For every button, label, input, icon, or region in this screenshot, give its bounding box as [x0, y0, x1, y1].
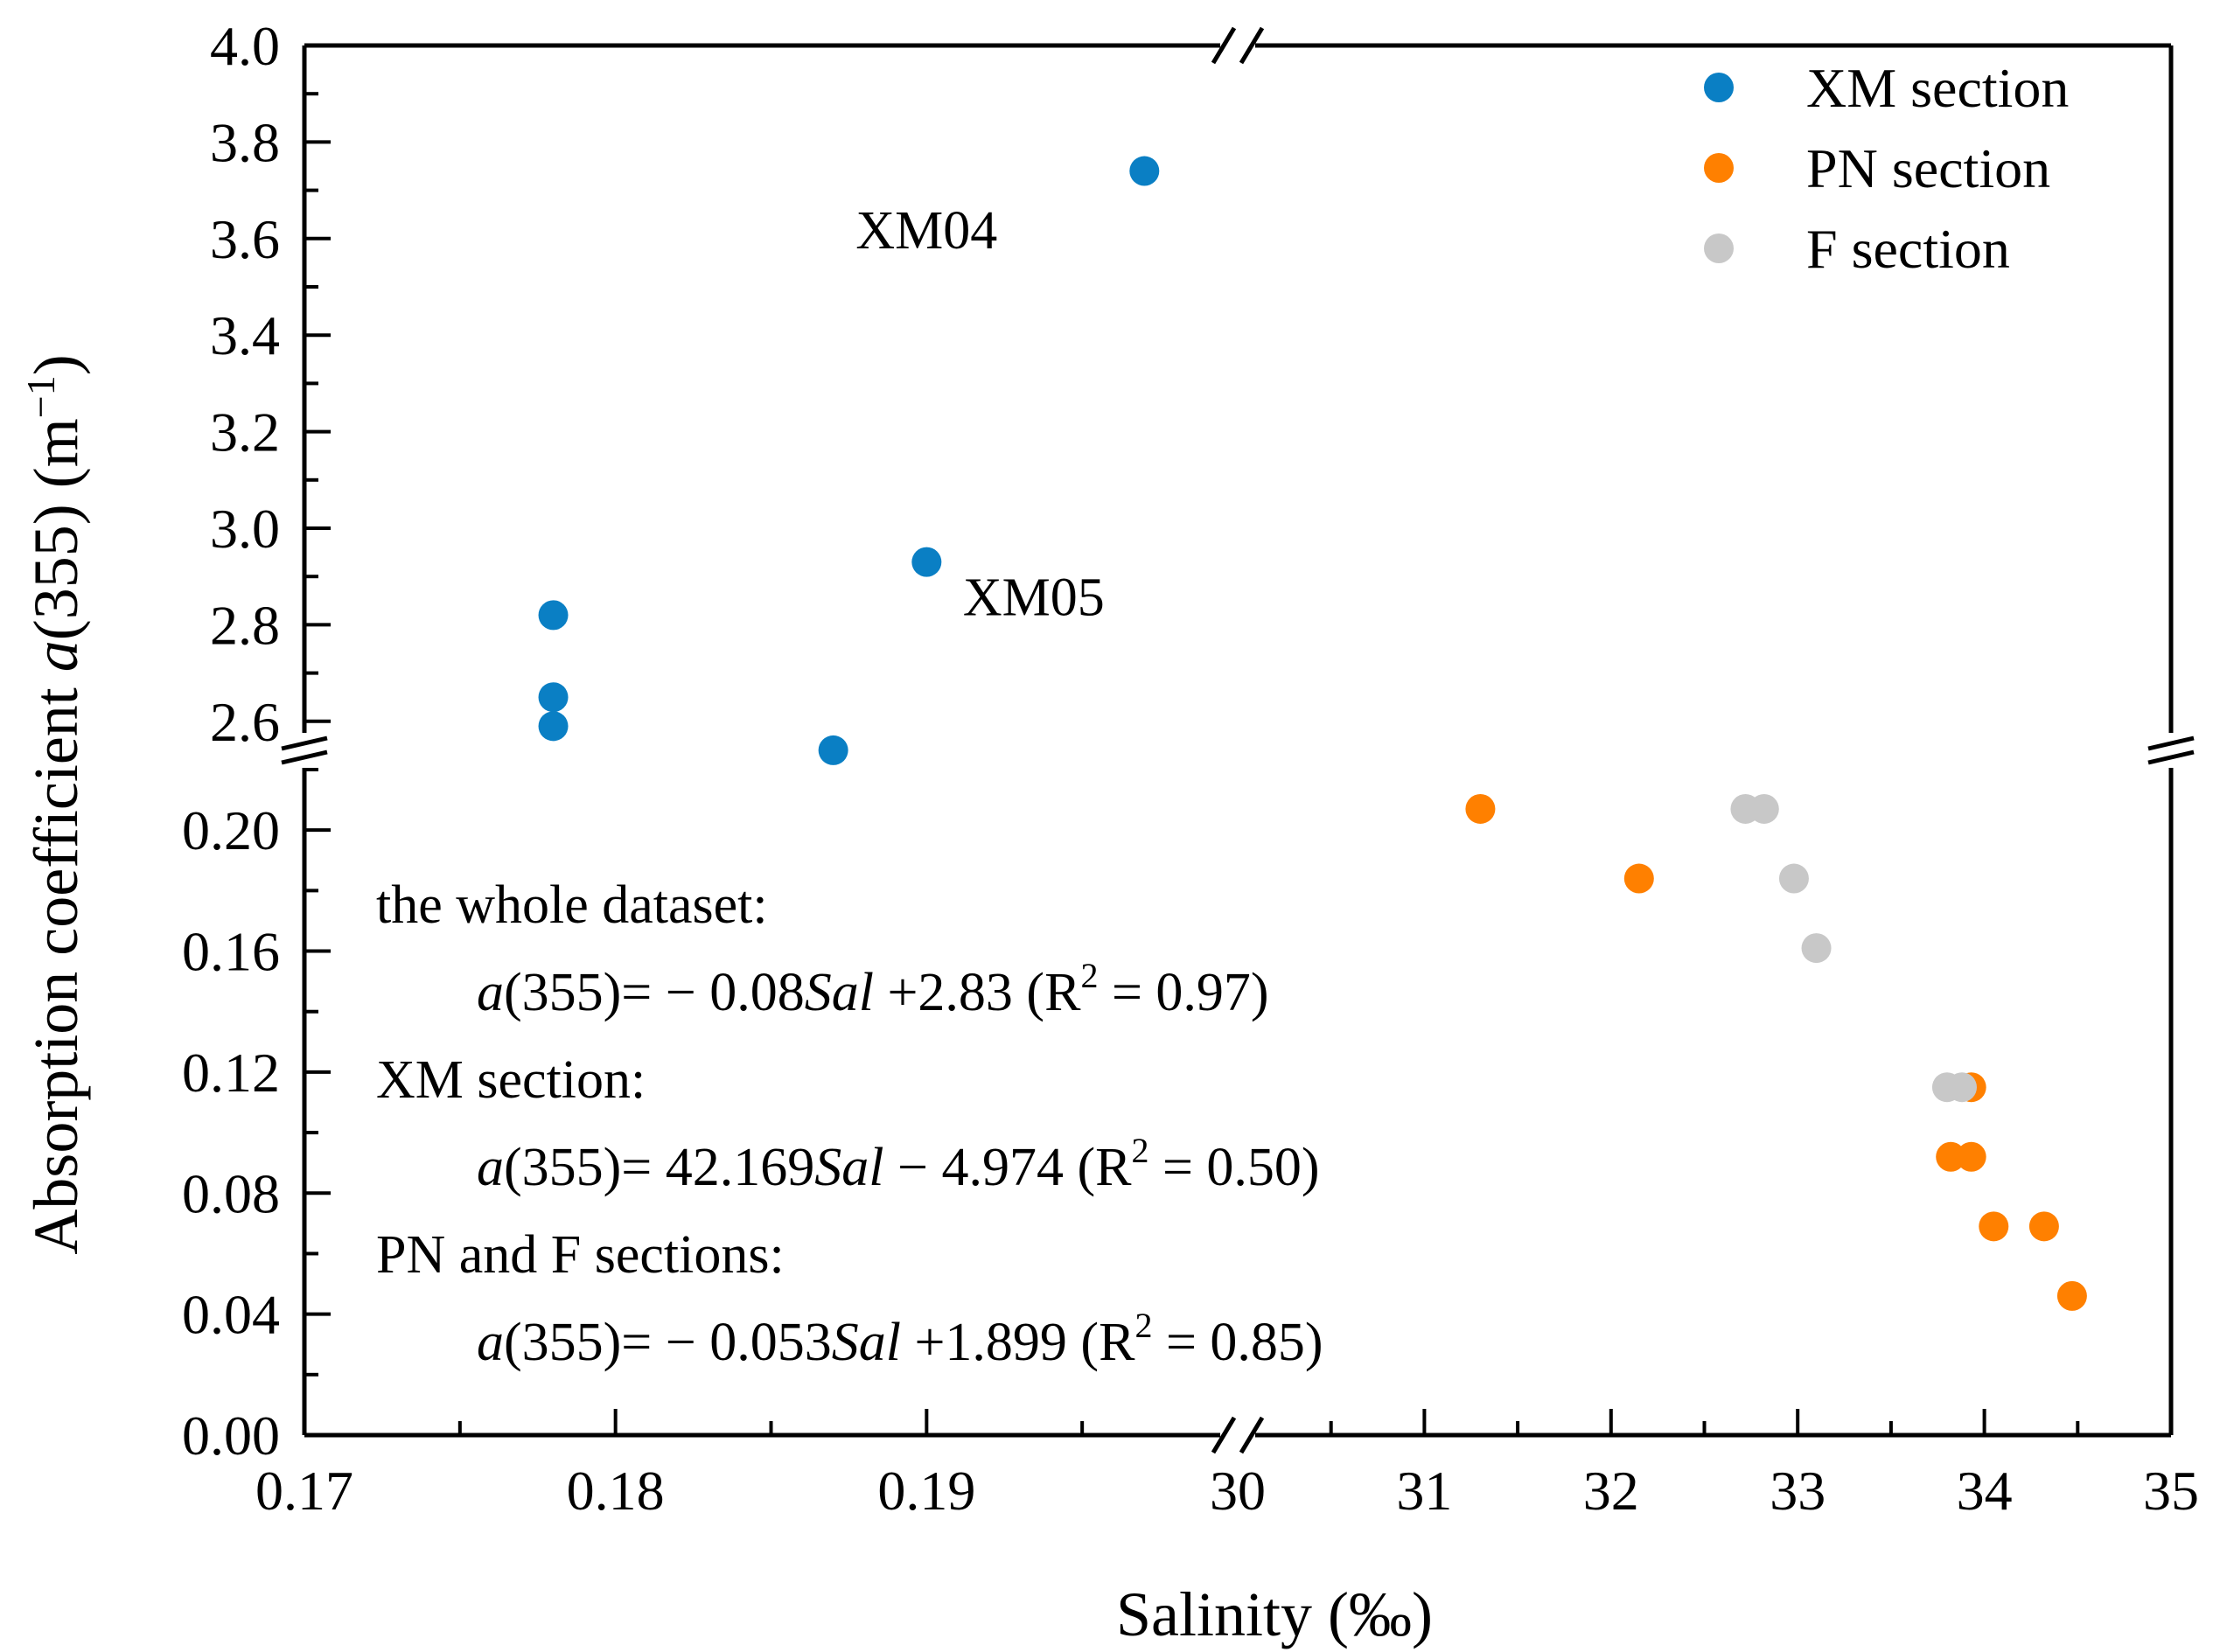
x-tick-label: 32	[1583, 1460, 1639, 1522]
y-axis-title-symbol: a	[21, 640, 91, 672]
x-break-bottom	[1211, 1416, 1265, 1454]
regression-heading: XM section:	[376, 1050, 646, 1110]
regression-equation: a(355)= − 0.053Sal +1.899 (R2 = 0.85)	[477, 1306, 1323, 1372]
tick-labels: 0.17 0.18 0.19 30 31 32 33 34 35 0.00 0.04 0.08 0.12…	[182, 15, 2199, 1522]
legend-label-f-section: F section	[1806, 218, 2010, 280]
eq-r2-sup: 2	[1131, 1131, 1148, 1170]
x-tick-label: 0.19	[877, 1460, 975, 1522]
x-axis-title: Salinity (‰)	[1116, 1579, 1433, 1649]
y-axis-title-unit: (355) (m	[21, 418, 91, 640]
f-section-point	[1801, 933, 1832, 964]
y-tick-label: 3.0	[210, 498, 280, 560]
xm-section-point	[538, 600, 569, 631]
y-tick-label: 0.20	[182, 799, 280, 861]
y-tick-label: 3.2	[210, 401, 280, 464]
plot-border	[302, 43, 2174, 1438]
regression-heading: PN and F sections:	[376, 1225, 785, 1285]
pn-section-point	[1956, 1141, 1986, 1172]
regression-equations: the whole dataset:a(355)= − 0.08Sal +2.8…	[376, 875, 1323, 1372]
eq-var: a	[477, 1138, 504, 1197]
y-axis-title-suffix: )	[21, 354, 91, 375]
regression-equation: a(355)= − 0.08Sal +2.83 (R2 = 0.97)	[477, 956, 1269, 1022]
pn-section-point	[1623, 863, 1654, 894]
eq-lhs: (355)=	[504, 1138, 666, 1197]
pn-section-point	[1465, 793, 1496, 824]
legend-marker-pn-section	[1704, 153, 1734, 183]
eq-const: +2.83 (R	[874, 963, 1081, 1022]
y-axis-title-exponent: −1	[18, 375, 63, 418]
y-tick-label: 0.16	[182, 921, 280, 983]
eq-const: − 4.974 (R	[884, 1138, 1133, 1197]
regression-heading: the whole dataset:	[376, 875, 768, 935]
point-annotations: XM04 XM05	[855, 201, 1104, 628]
eq-r2-sup: 2	[1080, 956, 1098, 995]
eq-coef: − 0.08	[666, 963, 805, 1022]
eq-r2-sup: 2	[1134, 1306, 1152, 1345]
axis-ticks	[303, 44, 2173, 1437]
y-tick-label: 3.4	[210, 304, 280, 366]
f-section-point	[1946, 1072, 1977, 1103]
eq-const: +1.899 (R	[901, 1313, 1135, 1372]
eq-lhs: (355)=	[504, 1313, 666, 1372]
xm-section-point	[538, 682, 569, 713]
eq-coef: 42.169	[666, 1138, 815, 1197]
eq-sal: Sal	[805, 963, 874, 1022]
x-tick-label: 34	[1957, 1460, 2013, 1522]
xm-section-point	[911, 547, 942, 577]
eq-r2: = 0.85)	[1152, 1313, 1323, 1372]
y-tick-label: 4.0	[210, 15, 280, 77]
y-tick-label: 0.00	[182, 1405, 280, 1467]
pn-section-point	[2028, 1211, 2059, 1242]
legend-marker-xm-section	[1704, 73, 1734, 102]
point-label: XM05	[963, 568, 1105, 627]
x-tick-label: 30	[1210, 1460, 1266, 1522]
pn-section-point	[2056, 1280, 2087, 1311]
f-section-point	[1749, 793, 1779, 824]
y-tick-label: 3.8	[210, 111, 280, 173]
pn-section-point	[1936, 1141, 1966, 1172]
y-tick-label: 3.6	[210, 208, 280, 270]
x-tick-label: 33	[1770, 1460, 1826, 1522]
f-section-point	[1778, 863, 1809, 894]
x-tick-label: 0.18	[567, 1460, 665, 1522]
legend: XM section PN section F section	[1704, 57, 2069, 280]
y-tick-label: 0.04	[182, 1284, 280, 1346]
eq-coef: − 0.053	[666, 1313, 832, 1372]
y-break-left	[281, 735, 328, 765]
legend-marker-f-section	[1704, 234, 1734, 263]
eq-sal: Sal	[832, 1313, 901, 1372]
data-points	[538, 156, 2087, 1311]
point-label: XM04	[855, 201, 997, 261]
eq-var: a	[477, 1313, 504, 1372]
eq-sal: Sal	[814, 1138, 883, 1197]
eq-r2: = 0.97)	[1098, 963, 1268, 1022]
y-axis-title: Absorption coefficient a(355) (m−1)	[18, 354, 91, 1254]
xm-section-point	[538, 711, 569, 742]
legend-label-pn-section: PN section	[1806, 137, 2050, 199]
x-tick-label: 31	[1396, 1460, 1452, 1522]
xm-section-point	[818, 735, 848, 765]
legend-label-xm-section: XM section	[1806, 57, 2069, 119]
y-tick-label: 2.8	[210, 594, 280, 656]
eq-r2: = 0.50)	[1148, 1138, 1319, 1197]
y-tick-label: 0.08	[182, 1162, 280, 1224]
plot-frame	[281, 26, 2195, 1454]
regression-equation: a(355)= 42.169Sal − 4.974 (R2 = 0.50)	[477, 1131, 1320, 1197]
eq-lhs: (355)=	[504, 963, 666, 1022]
xm-section-point	[1129, 156, 1160, 186]
y-axis-title-prefix: Absorption coefficient	[21, 672, 91, 1255]
x-tick-label: 35	[2143, 1460, 2199, 1522]
y-break-right	[2147, 735, 2195, 765]
eq-var: a	[477, 963, 504, 1022]
pn-section-point	[1979, 1211, 2009, 1242]
x-break-top	[1211, 26, 1265, 65]
y-tick-label: 0.12	[182, 1042, 280, 1104]
y-tick-label: 2.6	[210, 691, 280, 753]
x-tick-label: 0.17	[255, 1460, 353, 1522]
